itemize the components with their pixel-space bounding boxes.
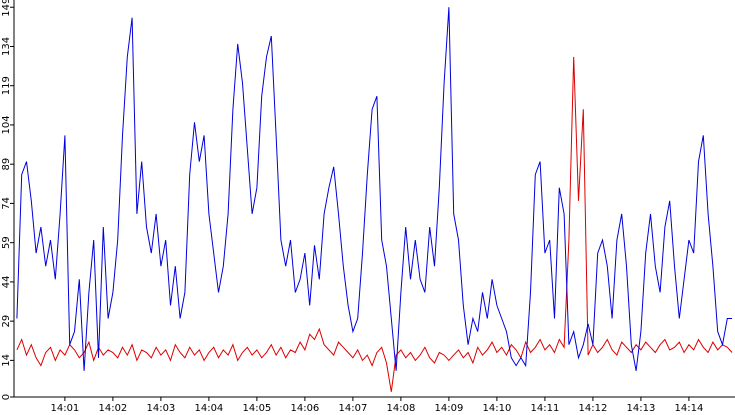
y-tick-label: 104: [1, 115, 12, 134]
y-tick-label: 29: [1, 315, 12, 328]
y-tick-label: 44: [1, 276, 12, 289]
y-tick-label: 14: [1, 354, 12, 367]
x-tick-label: 14:12: [578, 403, 607, 414]
y-tick-label: 59: [1, 236, 12, 249]
x-tick-label: 14:13: [627, 403, 656, 414]
x-tick-label: 14:02: [98, 403, 127, 414]
y-tick-label: 149: [1, 0, 12, 17]
x-tick-label: 14:04: [194, 403, 223, 414]
x-tick-label: 14:14: [675, 403, 704, 414]
y-tick-label: 119: [1, 76, 12, 95]
x-tick-label: 14:10: [482, 403, 511, 414]
y-tick-label: 89: [1, 158, 12, 171]
x-tick-label: 14:07: [338, 403, 367, 414]
y-tick-label: 134: [1, 37, 12, 56]
y-tick-label: 74: [1, 197, 12, 210]
series-line: [16, 56, 733, 392]
x-tick-label: 14:11: [530, 403, 559, 414]
y-tick-label: 0: [1, 394, 12, 400]
series-line: [16, 7, 733, 371]
x-tick-label: 14:09: [434, 403, 463, 414]
x-tick-label: 14:01: [50, 403, 79, 414]
x-tick-label: 14:08: [386, 403, 415, 414]
x-tick-label: 14:06: [290, 403, 319, 414]
x-tick-label: 14:05: [242, 403, 271, 414]
x-tick-label: 14:03: [146, 403, 175, 414]
